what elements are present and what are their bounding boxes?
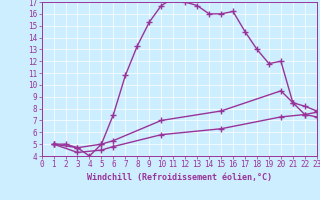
X-axis label: Windchill (Refroidissement éolien,°C): Windchill (Refroidissement éolien,°C) — [87, 173, 272, 182]
